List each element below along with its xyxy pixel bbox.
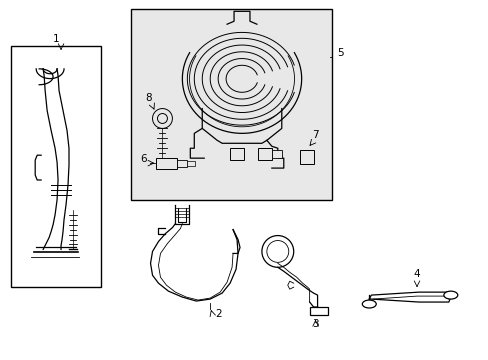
Bar [177,160,187,167]
Bar [257,148,271,160]
Text: 2: 2 [214,309,221,319]
Text: 1: 1 [53,34,59,44]
Circle shape [157,113,167,123]
Bar [187,161,195,166]
Ellipse shape [362,300,375,308]
Circle shape [266,240,288,262]
Text: 4: 4 [413,269,420,279]
Bar [155,158,177,169]
Circle shape [152,109,172,129]
Text: 3: 3 [312,319,318,329]
Text: 5: 5 [337,48,344,58]
Text: 7: 7 [312,130,318,140]
Ellipse shape [443,291,457,299]
Circle shape [262,235,293,267]
Bar [230,148,244,160]
Text: 6: 6 [140,154,146,164]
Bar [309,307,327,315]
Text: 8: 8 [145,93,152,103]
Bar [299,150,313,164]
Bar [130,9,331,200]
Bar [271,150,281,158]
Bar [11,46,101,287]
